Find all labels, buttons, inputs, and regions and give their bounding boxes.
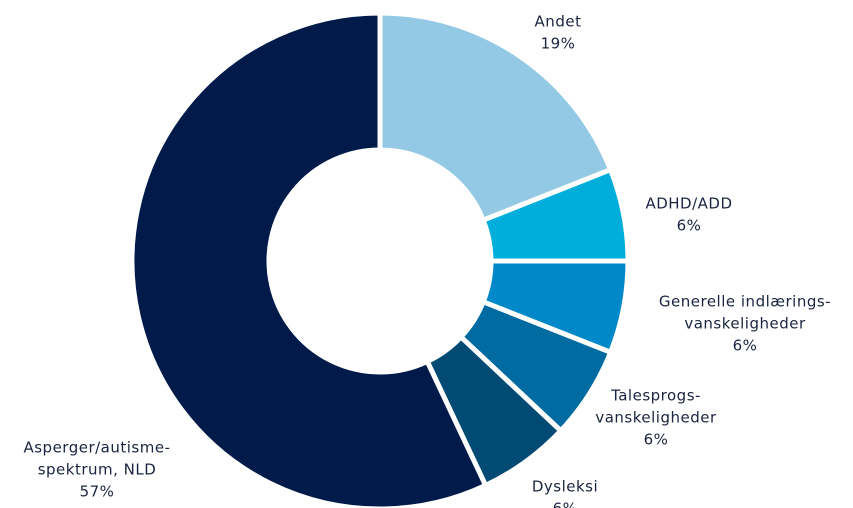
value-label: 57% [80,483,115,501]
value-label: 6% [553,500,578,508]
segment-label: Andet [535,13,582,31]
value-label: 19% [541,35,576,53]
segment-label: Talesprogs- [610,387,701,405]
segment-label: Dysleksi [532,478,598,496]
donut-segment [377,10,614,224]
segment-label: ADHD/ADD [645,195,732,213]
value-label: 6% [644,431,669,449]
segment-label: vanskeligheder [684,315,806,333]
donut-segment [129,10,489,508]
segment-label: spektrum, NLD [38,461,157,479]
value-label: 6% [733,337,758,355]
segment-label: Generelle indlærings- [659,293,831,311]
segment-label: Asperger/autisme- [23,439,170,457]
segment-label: vanskeligheder [595,409,717,427]
value-label: 6% [677,217,702,235]
